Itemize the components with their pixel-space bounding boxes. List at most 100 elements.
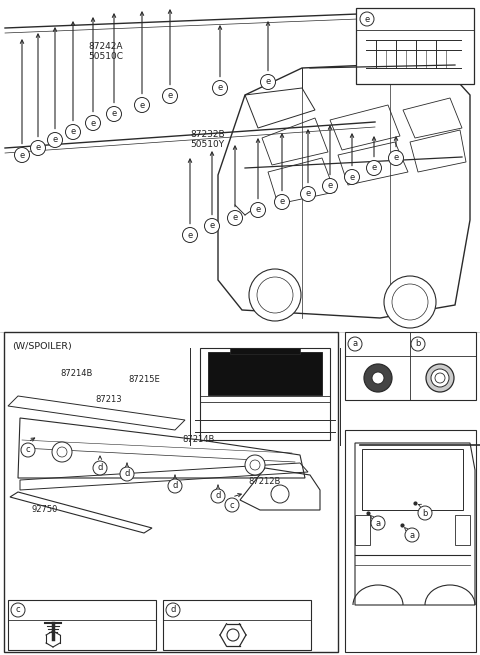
Text: e: e xyxy=(232,214,238,223)
Circle shape xyxy=(163,88,178,103)
Circle shape xyxy=(418,506,432,520)
Circle shape xyxy=(405,528,419,542)
Text: 1076AM: 1076AM xyxy=(365,339,400,348)
Text: c: c xyxy=(26,445,30,455)
Text: 87212X: 87212X xyxy=(378,14,413,24)
Circle shape xyxy=(65,124,81,140)
Circle shape xyxy=(120,467,134,481)
Polygon shape xyxy=(208,352,322,395)
Bar xyxy=(4,332,338,652)
Text: 92750: 92750 xyxy=(32,506,59,514)
Circle shape xyxy=(345,170,360,185)
Text: 1140FZ: 1140FZ xyxy=(30,605,64,614)
Text: c: c xyxy=(230,500,234,510)
Text: d: d xyxy=(172,481,178,491)
Circle shape xyxy=(271,485,289,503)
Text: e: e xyxy=(19,151,24,160)
Circle shape xyxy=(93,461,107,475)
Text: e: e xyxy=(372,164,377,172)
Circle shape xyxy=(57,447,67,457)
Circle shape xyxy=(411,337,425,351)
Circle shape xyxy=(323,179,337,193)
Bar xyxy=(356,8,474,84)
Text: c: c xyxy=(16,605,20,614)
Text: 87259: 87259 xyxy=(185,605,214,614)
Text: a: a xyxy=(352,339,358,348)
Text: d: d xyxy=(97,464,103,472)
Text: 87232B
50510Y: 87232B 50510Y xyxy=(190,130,225,149)
Text: 81739B: 81739B xyxy=(428,339,461,348)
Circle shape xyxy=(213,81,228,96)
Circle shape xyxy=(227,629,239,641)
Circle shape xyxy=(168,479,182,493)
Text: 87242A
50510C: 87242A 50510C xyxy=(88,42,123,62)
Circle shape xyxy=(52,442,72,462)
Circle shape xyxy=(300,187,315,202)
Text: e: e xyxy=(394,153,398,162)
Text: e: e xyxy=(36,143,41,153)
Circle shape xyxy=(388,151,404,166)
Circle shape xyxy=(261,75,276,90)
Bar xyxy=(345,332,476,400)
Text: d: d xyxy=(216,491,221,500)
Text: e: e xyxy=(279,198,285,206)
Text: e: e xyxy=(52,136,58,145)
Text: e: e xyxy=(327,181,333,191)
Text: e: e xyxy=(209,221,215,231)
Text: b: b xyxy=(422,508,428,517)
Circle shape xyxy=(364,364,392,392)
Circle shape xyxy=(371,516,385,530)
Text: 87213: 87213 xyxy=(95,396,121,405)
Text: e: e xyxy=(349,172,355,181)
Circle shape xyxy=(166,603,180,617)
Circle shape xyxy=(367,160,382,176)
Bar xyxy=(8,600,156,650)
Bar xyxy=(345,430,476,652)
Text: a: a xyxy=(375,519,381,527)
Text: d: d xyxy=(124,470,130,479)
Circle shape xyxy=(204,219,219,233)
Circle shape xyxy=(392,284,428,320)
Circle shape xyxy=(21,443,35,457)
Circle shape xyxy=(48,132,62,147)
Bar xyxy=(163,600,311,650)
Text: e: e xyxy=(90,119,96,128)
Text: 87214B: 87214B xyxy=(182,436,215,445)
Text: e: e xyxy=(71,128,76,136)
Text: e: e xyxy=(187,231,192,240)
Text: 87214B: 87214B xyxy=(60,369,92,379)
Text: e: e xyxy=(305,189,311,198)
Text: e: e xyxy=(168,92,173,100)
Polygon shape xyxy=(230,348,300,354)
Text: e: e xyxy=(364,14,370,24)
Circle shape xyxy=(14,147,29,162)
Circle shape xyxy=(435,373,445,383)
Circle shape xyxy=(360,12,374,26)
Circle shape xyxy=(85,115,100,130)
Text: e: e xyxy=(139,100,144,109)
Text: e: e xyxy=(111,109,117,119)
Text: a: a xyxy=(409,531,415,540)
Text: b: b xyxy=(415,339,420,348)
Circle shape xyxy=(251,202,265,217)
Circle shape xyxy=(31,141,46,155)
Circle shape xyxy=(228,210,242,225)
Text: e: e xyxy=(265,77,271,86)
Circle shape xyxy=(257,277,293,313)
Circle shape xyxy=(250,460,260,470)
Circle shape xyxy=(384,276,436,328)
Circle shape xyxy=(245,455,265,475)
Circle shape xyxy=(426,364,454,392)
Circle shape xyxy=(372,372,384,384)
Circle shape xyxy=(11,603,25,617)
Text: 87215E: 87215E xyxy=(128,375,160,384)
Circle shape xyxy=(348,337,362,351)
Text: e: e xyxy=(255,206,261,214)
Circle shape xyxy=(249,269,301,321)
Circle shape xyxy=(275,195,289,210)
Circle shape xyxy=(182,227,197,242)
Text: (W/SPOILER): (W/SPOILER) xyxy=(12,342,72,351)
Circle shape xyxy=(431,369,449,387)
Text: e: e xyxy=(217,83,223,92)
Text: 87212B: 87212B xyxy=(248,477,280,487)
